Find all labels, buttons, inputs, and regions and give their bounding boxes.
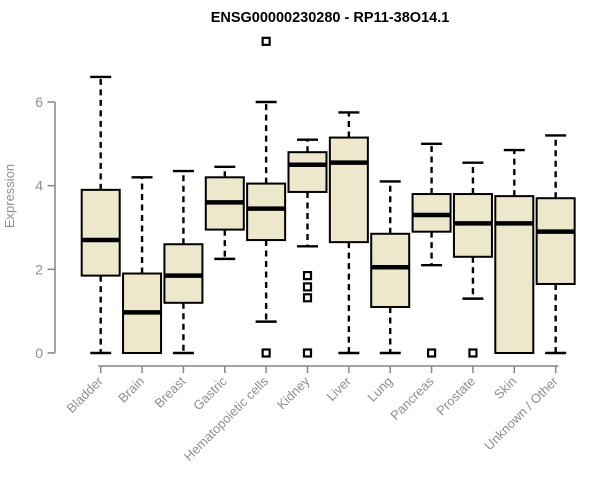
boxplot-box	[328, 136, 369, 244]
x-tick-label: Pancreas	[387, 373, 437, 423]
x-tick-label: Breast	[151, 373, 188, 410]
outlier-point	[426, 348, 437, 358]
x-tick-label: Prostate	[433, 374, 478, 419]
x-tick-label: Lung	[364, 374, 395, 405]
boxplot-box	[494, 195, 535, 354]
boxplot-box	[370, 232, 411, 308]
outlier-point	[468, 348, 478, 358]
outlier-point	[302, 282, 313, 292]
boxplot-box	[80, 188, 121, 277]
y-tick-label: 4	[35, 178, 43, 194]
x-tick-label: Bladder	[64, 373, 107, 416]
outlier-point	[302, 348, 313, 358]
y-tick-label: 2	[35, 261, 43, 277]
y-tick-label: 6	[35, 94, 43, 110]
x-tick-label: Brain	[115, 374, 147, 406]
outlier-point	[302, 271, 313, 281]
chart-title: ENSG00000230280 - RP11-38O14.1	[211, 10, 450, 26]
x-tick-label: Skin	[491, 374, 519, 402]
boxplot-box	[246, 182, 287, 242]
outlier-point	[302, 293, 313, 303]
x-tick-label: Unknown / Other	[481, 373, 561, 453]
x-tick-label: Liver	[323, 373, 354, 404]
outlier-point	[261, 348, 271, 358]
boxplot-box	[287, 151, 328, 193]
y-axis-title: Expression	[2, 164, 17, 228]
boxplot-box	[535, 197, 576, 285]
x-tick-label: Gastric	[190, 373, 230, 413]
x-tick-label: Kidney	[274, 373, 313, 412]
outlier-point	[261, 36, 271, 46]
y-tick-label: 0	[35, 345, 43, 361]
